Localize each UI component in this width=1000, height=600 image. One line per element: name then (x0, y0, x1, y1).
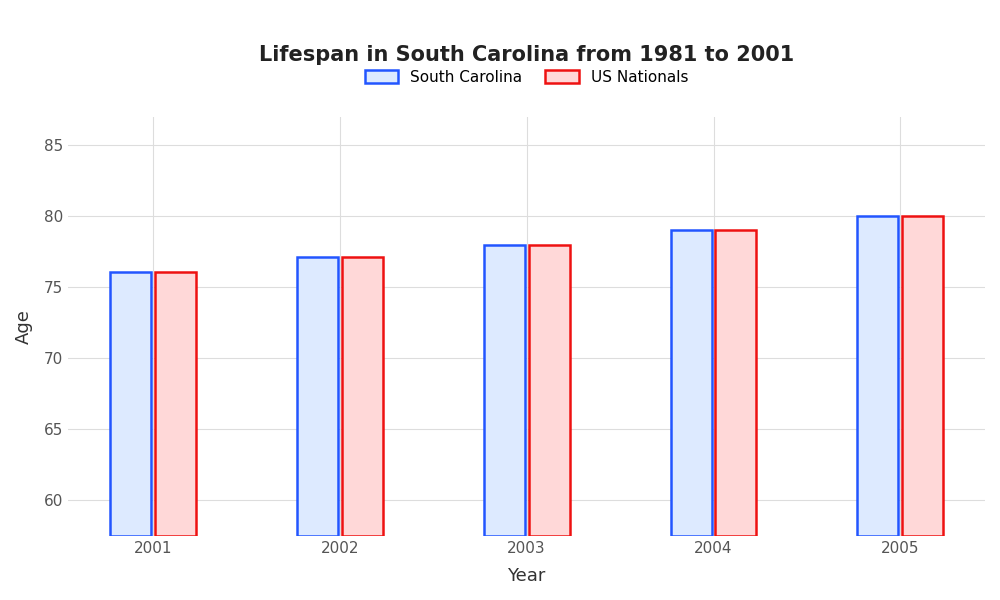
Bar (902, 216, 943, 536)
Bar (342, 257, 383, 536)
Bar (715, 230, 756, 536)
Bar (110, 272, 151, 536)
Bar (529, 245, 570, 536)
Title: Lifespan in South Carolina from 1981 to 2001: Lifespan in South Carolina from 1981 to … (259, 45, 794, 65)
Bar (297, 257, 338, 536)
Bar (155, 272, 196, 536)
Bar (484, 245, 525, 536)
Bar (857, 216, 898, 536)
Legend: South Carolina, US Nationals: South Carolina, US Nationals (365, 70, 689, 85)
X-axis label: Year: Year (507, 567, 546, 585)
Bar (671, 230, 712, 536)
Y-axis label: Age: Age (15, 309, 33, 344)
